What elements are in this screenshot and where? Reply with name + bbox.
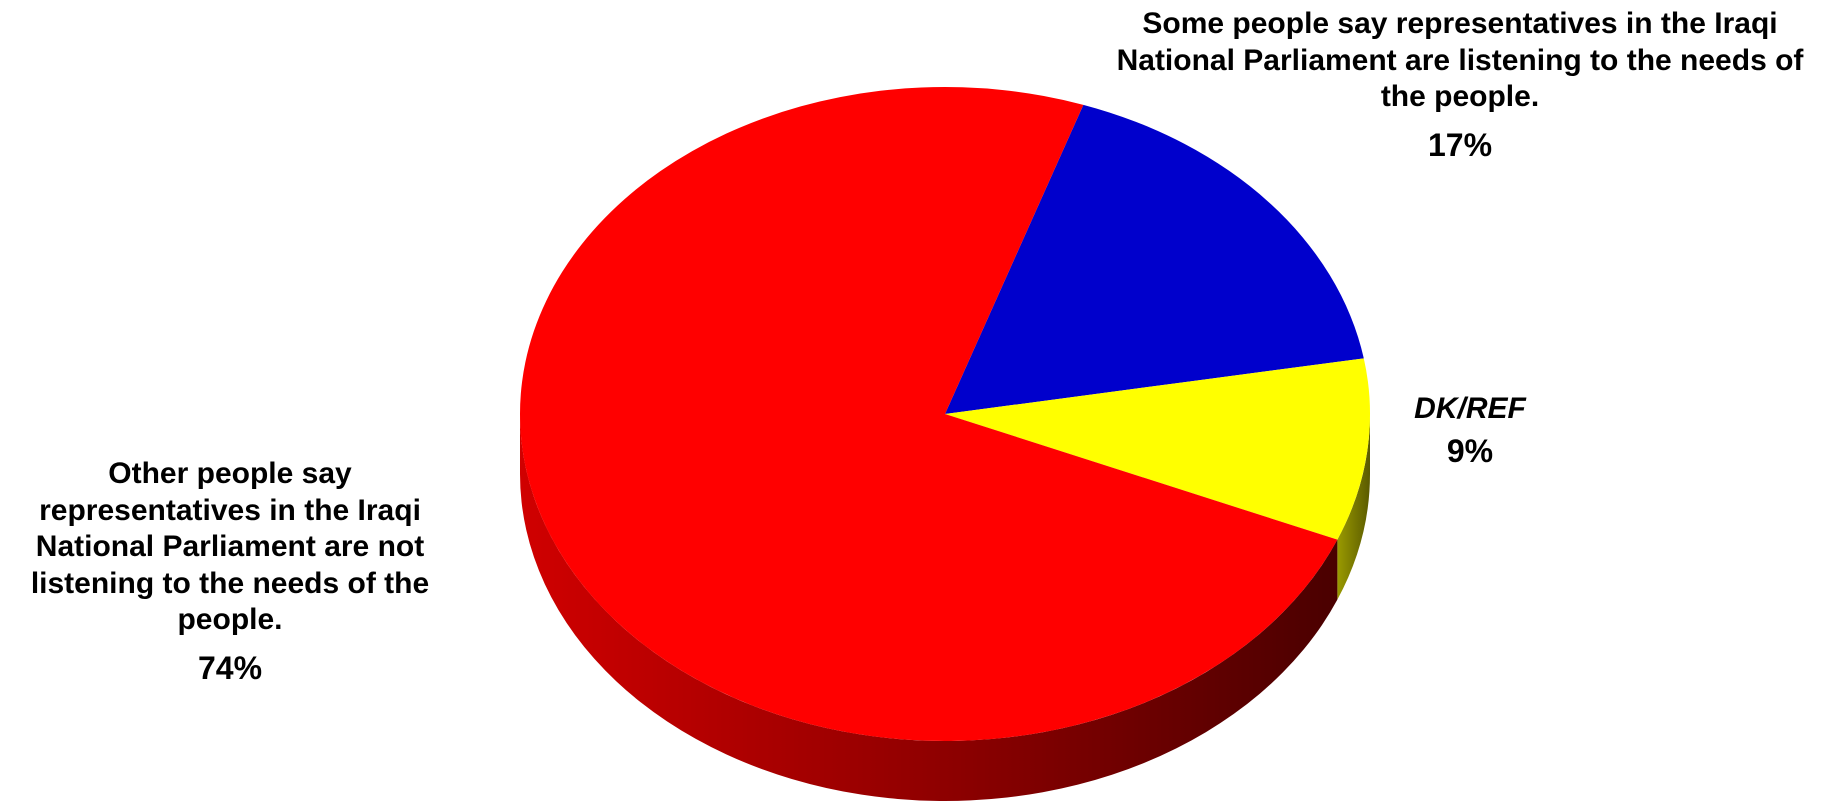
slice-label-not-listening: Other people say representatives in the …: [0, 456, 460, 688]
pie-top-faces: [519, 87, 1370, 741]
slice-label-dkref-text: DK/REF: [1414, 392, 1526, 425]
slice-label-dkref: DK/REF 9%: [1370, 391, 1570, 471]
pie-slice-0: [945, 104, 1364, 414]
slice-label-not-listening-text: Other people say representatives in the …: [30, 457, 430, 637]
pie-side-1: [1337, 414, 1370, 600]
pie-side-2: [520, 414, 1338, 801]
slice-value-listening: 17%: [1427, 126, 1493, 163]
slice-value-dkref: 9%: [1446, 432, 1494, 469]
slice-label-listening: Some people say representatives in the I…: [1090, 6, 1830, 165]
slice-value-not-listening: 74%: [197, 649, 263, 686]
pie-side-walls: [520, 414, 1370, 801]
pie-slice-2: [519, 87, 1338, 741]
slice-label-listening-text: Some people say representatives in the I…: [1116, 7, 1804, 114]
pie-slice-1: [945, 358, 1370, 540]
